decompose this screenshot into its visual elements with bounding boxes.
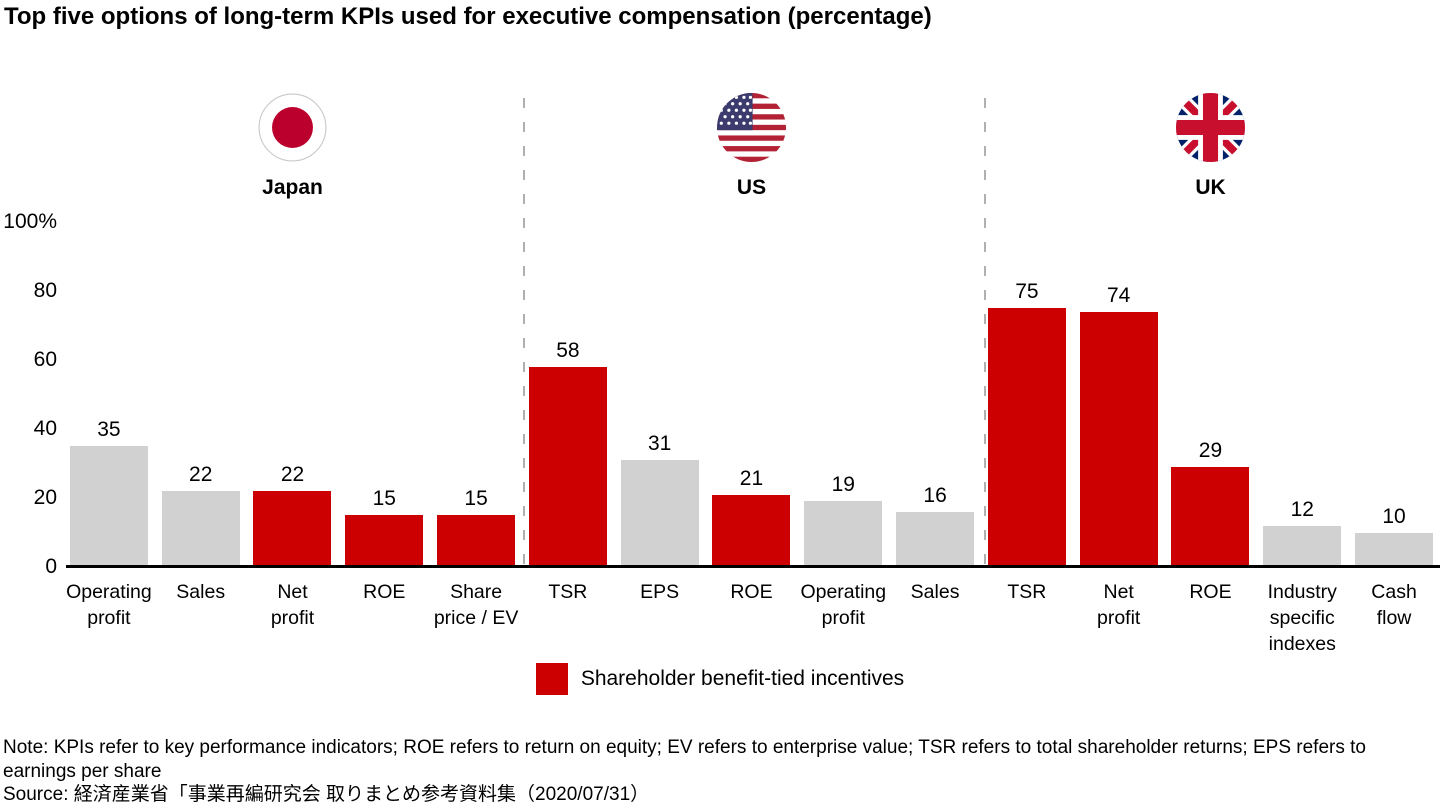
country-header-japan: Japan xyxy=(63,93,522,200)
x-category-label: Net profit xyxy=(1096,581,1141,629)
bar-other xyxy=(69,446,148,567)
country-header-uk: UK xyxy=(981,93,1440,200)
bar-value-label: 74 xyxy=(1106,283,1131,307)
uk-flag-icon xyxy=(1176,93,1245,162)
bar-value-label: 15 xyxy=(372,487,396,511)
bar-shareholder-tied xyxy=(1171,466,1250,567)
bar-slot: 12 xyxy=(1256,498,1348,567)
bar-slot: 15 xyxy=(338,487,430,567)
x-category-label: Net profit xyxy=(270,581,315,629)
bar-slot: 21 xyxy=(706,467,798,567)
y-tick-label: 100% xyxy=(3,210,57,233)
x-category-label: Cash flow xyxy=(1371,581,1417,629)
bar-slot: 10 xyxy=(1348,504,1440,567)
bar-value-label: 15 xyxy=(464,487,488,511)
bar-value-label: 10 xyxy=(1382,504,1406,528)
x-category-label: ROE xyxy=(1189,581,1232,603)
x-category-label: Operating profit xyxy=(66,581,152,629)
bar-slot: 16 xyxy=(889,484,981,567)
x-category-label: ROE xyxy=(730,581,773,603)
bar-shareholder-tied xyxy=(253,491,332,567)
bar-slot: 22 xyxy=(247,463,339,567)
x-axis-labels: Operating profit Sales Net profit ROE Share pri… xyxy=(63,579,1440,657)
bar-slot: 75 xyxy=(981,280,1073,567)
bar-value-label: 12 xyxy=(1290,497,1314,521)
y-tick-label: 20 xyxy=(33,486,57,509)
bar-shareholder-tied xyxy=(987,308,1066,567)
bar-slot: 74 xyxy=(1073,284,1165,567)
note-text: Note: KPIs refer to key performance indi… xyxy=(3,737,1366,782)
bar-other xyxy=(1355,532,1434,567)
bar-shareholder-tied xyxy=(712,494,791,567)
bar-value-label: 58 xyxy=(556,338,580,362)
source-text: Source: 経済産業省「事業再編研究会 取りまとめ参考資料集（2020/07… xyxy=(3,784,650,805)
bar-other xyxy=(620,460,699,567)
japan-flag-icon xyxy=(258,93,327,162)
legend-swatch xyxy=(535,663,568,695)
bar-value-label: 35 xyxy=(97,418,121,442)
country-label-us: US xyxy=(736,176,767,199)
group-divider-line-japan-us xyxy=(523,98,525,567)
country-label-uk: UK xyxy=(1195,176,1226,199)
country-header-row: Japan xyxy=(63,93,1440,200)
legend: Shareholder benefit-tied incentives xyxy=(0,663,1440,695)
plot-area: 35 22 22 15 15 58 31 21 19 16 75 74 29 12 10 xyxy=(63,222,1440,567)
country-label-japan: Japan xyxy=(262,176,323,199)
bar-slot: 29 xyxy=(1165,439,1257,567)
y-axis: 100% 80 60 40 20 0 xyxy=(0,210,57,578)
bar-shareholder-tied xyxy=(1079,311,1158,567)
bar-value-label: 22 xyxy=(189,463,213,487)
legend-label: Shareholder benefit-tied incentives xyxy=(580,667,905,690)
bar-value-label: 29 xyxy=(1198,438,1223,462)
bar-value-label: 22 xyxy=(280,463,305,487)
bar-shareholder-tied xyxy=(528,366,607,567)
chart-title: Top five options of long-term KPIs used … xyxy=(4,3,932,30)
x-axis-line xyxy=(66,565,1440,568)
group-divider-line-us-uk xyxy=(984,98,986,567)
bar-value-label: 75 xyxy=(1015,280,1039,304)
x-category-label: EPS xyxy=(640,581,680,603)
bar-other xyxy=(896,511,975,567)
bar-value-label: 31 xyxy=(648,432,672,456)
x-category-label: Sales xyxy=(910,581,960,603)
bar-shareholder-tied xyxy=(437,515,516,567)
bar-slot: 15 xyxy=(430,487,522,567)
footnote: Note: KPIs refer to key performance indi… xyxy=(3,736,1440,807)
x-category-label: Industry specific indexes xyxy=(1267,581,1337,655)
bar-slot: 22 xyxy=(155,463,247,567)
country-header-us: US xyxy=(522,93,981,200)
bar-other xyxy=(161,491,240,567)
y-tick-label: 0 xyxy=(45,555,57,578)
x-category-label: ROE xyxy=(363,581,406,603)
x-category-label: TSR xyxy=(1007,581,1047,603)
y-tick-label: 80 xyxy=(33,279,57,302)
bar-other xyxy=(804,501,883,567)
bar-other xyxy=(1263,525,1342,567)
x-category-label: Share price / EV xyxy=(433,581,519,629)
bar-slot: 35 xyxy=(63,418,155,567)
y-tick-label: 40 xyxy=(33,417,57,440)
x-category-label: TSR xyxy=(548,581,588,603)
us-flag-icon xyxy=(717,93,786,162)
bar-shareholder-tied xyxy=(345,515,424,567)
y-tick-label: 60 xyxy=(33,348,57,371)
bar-value-label: 21 xyxy=(739,466,764,490)
bar-value-label: 16 xyxy=(923,483,947,507)
bar-slot: 58 xyxy=(522,339,614,567)
bar-slot: 31 xyxy=(614,432,706,567)
x-category-label: Operating profit xyxy=(800,581,887,629)
bar-value-label: 19 xyxy=(831,473,855,497)
bar-slot: 19 xyxy=(797,473,889,567)
x-category-label: Sales xyxy=(176,581,226,603)
